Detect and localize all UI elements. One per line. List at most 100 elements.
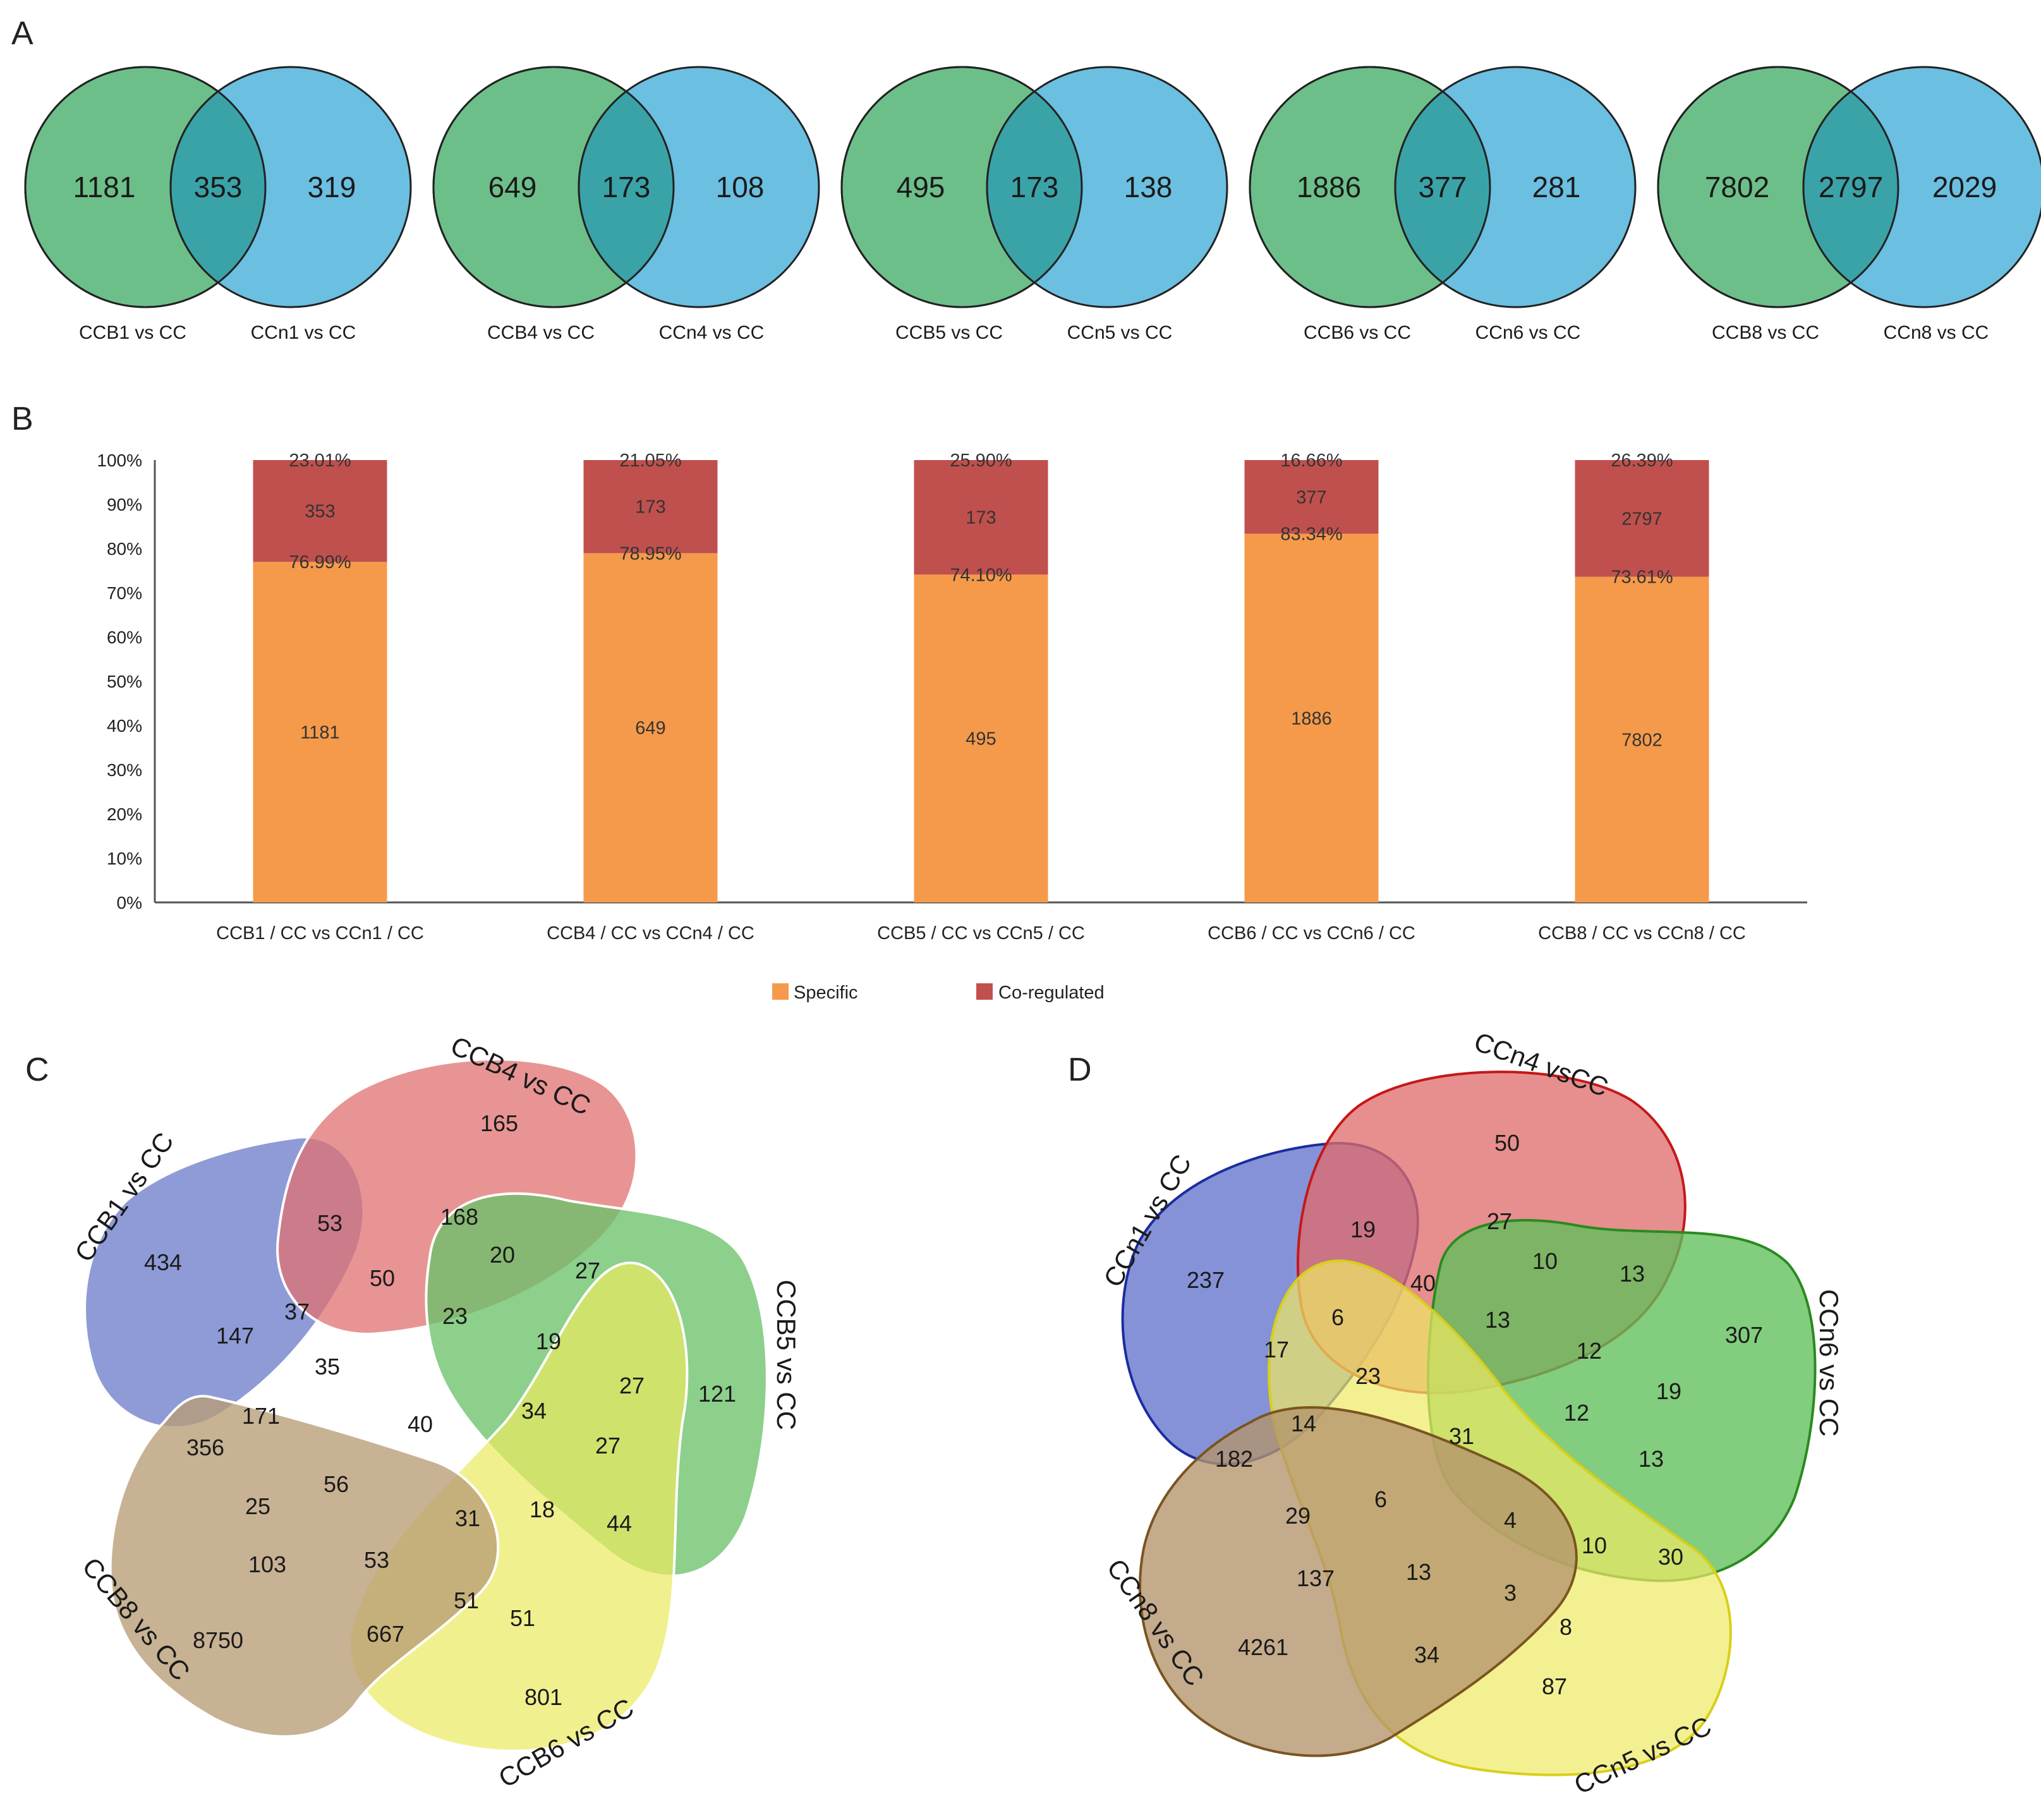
specific-percent-label: 76.99%	[289, 552, 351, 573]
panel-a-letter: A	[11, 15, 33, 52]
category-label: CCB6 / CC vs CCn6 / CC	[1208, 923, 1415, 943]
specific-percent-label: 83.34%	[1280, 525, 1342, 545]
set-ccb8-petal	[109, 1395, 500, 1738]
region-count: 3	[1504, 1580, 1517, 1606]
right-only-count: 2029	[1932, 171, 1997, 203]
right-set-label: CCn5 vs CC	[1067, 322, 1173, 343]
region-count: 182	[1215, 1446, 1253, 1472]
co-regulated-count-label: 353	[305, 502, 335, 522]
specific-count-label: 1886	[1291, 708, 1332, 729]
venn-pair: 1886 377 281 CCB6 vs CC CCn6 vs CC	[1249, 66, 1637, 343]
region-count: 27	[595, 1433, 621, 1459]
region-count: 168	[440, 1204, 478, 1230]
right-only-count: 319	[308, 171, 356, 203]
y-tick-label: 100%	[97, 451, 142, 470]
left-outline	[24, 66, 267, 308]
panel-d-region-counts: 50 237 19 27 10 13 40 6 17 13 12 307 23 14 12 19 182 31 13…	[1187, 1130, 1763, 1699]
legend-label-specific: Specific	[794, 983, 858, 1003]
right-set-label: CCn1 vs CC	[251, 322, 356, 343]
region-count: 25	[245, 1493, 270, 1519]
panel-b-stacked-bar-chart: 0% 10% 20% 30% 40% 50% 60% 70% 80% 90% 100% 1181 76.…	[97, 451, 1807, 943]
co-regulated-count-label: 377	[1296, 487, 1326, 507]
region-count: 37	[284, 1299, 310, 1325]
left-set-label: CCB6 vs CC	[1304, 322, 1411, 343]
bar-group: 495 74.10% 173 25.90% CCB5 / CC vs CCn5 / CC	[877, 451, 1085, 943]
left-outline	[432, 66, 675, 308]
overlap-region	[1394, 67, 1490, 307]
bar-group: 649 78.95% 173 21.05% CCB4 / CC vs CCn4 / CC	[547, 451, 754, 943]
set-ccn8-petal	[1139, 1406, 1578, 1757]
overlap-region	[578, 67, 674, 307]
co-regulated-percent-label: 21.05%	[619, 451, 681, 471]
y-tick-label: 60%	[107, 628, 142, 647]
right-set-label: CCn6 vs CC	[1475, 322, 1581, 343]
co-regulated-percent-label: 16.66%	[1280, 451, 1342, 471]
region-count: 6	[1374, 1486, 1387, 1512]
co-regulated-percent-label: 25.90%	[950, 451, 1012, 471]
region-count: 53	[364, 1547, 389, 1573]
region-count: 23	[1355, 1363, 1381, 1389]
region-count: 30	[1658, 1544, 1683, 1570]
y-tick-label: 70%	[107, 583, 142, 603]
region-count: 13	[1485, 1307, 1510, 1333]
set-label-ccn6: CCn6 vs CC	[1814, 1289, 1844, 1436]
co-regulated-count-label: 2797	[1621, 509, 1662, 529]
venn-pair: 1181 353 319 CCB1 vs CC CCn1 vs CC	[24, 66, 412, 343]
region-count: 56	[324, 1471, 349, 1497]
right-only-count: 281	[1532, 171, 1581, 203]
panel-c-region-counts: 434 165 121 801 8750 53 168 20 27 37 50 147 23 19 35 27…	[144, 1110, 736, 1710]
y-tick-label: 80%	[107, 539, 142, 559]
region-count: 31	[1449, 1423, 1474, 1449]
panel-a-venn-pairs: 1181 353 319 CCB1 vs CC CCn1 vs CC 649 173 108 C…	[24, 66, 2041, 343]
region-count: 13	[1406, 1559, 1431, 1585]
region-count: 13	[1638, 1446, 1664, 1472]
region-count: 801	[524, 1684, 562, 1710]
legend-swatch-specific	[772, 983, 789, 1000]
panel-b-letter: B	[11, 401, 33, 437]
left-only-count: 1181	[73, 171, 136, 203]
region-count: 87	[1542, 1673, 1567, 1699]
right-set-label: CCn8 vs CC	[1884, 322, 1989, 343]
co-regulated-percent-label: 23.01%	[289, 451, 351, 471]
left-outline	[840, 66, 1083, 308]
panel-c-five-set-venn: CCB1 vs CC CCB4 vs CC CCB5 vs CC CCB6 vs…	[69, 1031, 801, 1793]
legend-swatch-co-regulated	[976, 983, 993, 1000]
region-count: 4261	[1238, 1634, 1288, 1660]
region-count: 307	[1725, 1322, 1763, 1348]
left-only-count: 495	[897, 171, 945, 203]
left-only-count: 7802	[1705, 171, 1769, 203]
region-count: 19	[536, 1328, 561, 1354]
venn-pair: 649 173 108 CCB4 vs CC CCn4 vs CC	[432, 66, 820, 343]
category-label: CCB8 / CC vs CCn8 / CC	[1538, 923, 1746, 943]
region-count: 137	[1297, 1565, 1335, 1591]
bar-co-regulated	[914, 460, 1048, 575]
region-count: 50	[1494, 1130, 1520, 1156]
region-count: 237	[1187, 1267, 1225, 1293]
region-count: 31	[455, 1505, 480, 1531]
venn-pair: 495 173 138 CCB5 vs CC CCn5 vs CC	[840, 66, 1228, 343]
region-count: 51	[454, 1587, 479, 1613]
panel-c-letter: C	[25, 1052, 49, 1088]
right-set-label: CCn4 vs CC	[659, 322, 765, 343]
bar-group: 1886 83.34% 377 16.66% CCB6 / CC vs CCn6 / C…	[1208, 451, 1415, 943]
specific-percent-label: 73.61%	[1611, 567, 1673, 588]
left-only-count: 1886	[1297, 171, 1361, 203]
left-set-label: CCB1 vs CC	[79, 322, 186, 343]
specific-percent-label: 78.95%	[619, 543, 681, 564]
region-count: 12	[1564, 1400, 1589, 1426]
region-count: 171	[242, 1403, 280, 1429]
specific-count-label: 495	[966, 729, 996, 749]
y-tick-label: 50%	[107, 672, 142, 691]
legend-label-co-regulated: Co-regulated	[998, 983, 1105, 1003]
region-count: 13	[1620, 1261, 1645, 1287]
y-tick-label: 40%	[107, 716, 142, 736]
region-count: 10	[1532, 1248, 1558, 1274]
overlap-count: 173	[1010, 171, 1059, 203]
overlap-count: 173	[602, 171, 651, 203]
bar-group: 1181 76.99% 353 23.01% CCB1 / CC vs CCn1 / C…	[216, 451, 424, 943]
panel-d-letter: D	[1068, 1052, 1092, 1088]
region-count: 356	[186, 1435, 224, 1460]
region-count: 14	[1291, 1410, 1316, 1436]
left-set-label: CCB8 vs CC	[1712, 322, 1819, 343]
